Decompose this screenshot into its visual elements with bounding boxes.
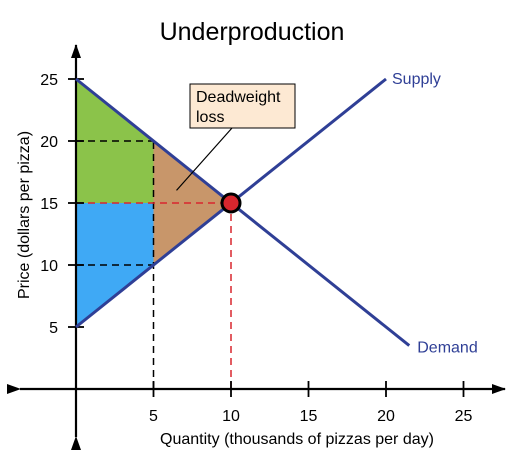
x-tick-label-15: 15 [300,408,318,425]
x-tick-label-20: 20 [377,408,395,425]
y-tick-label-5: 5 [49,320,58,337]
deadweight-loss-region [153,141,231,265]
y-tick-label-10: 10 [40,258,58,275]
annotation-text-line-2: loss [196,109,224,126]
annotation-box [189,83,296,129]
chart-title: Underproduction [160,18,345,46]
x-tick-label-25: 25 [455,408,473,425]
demand-curve [75,77,411,347]
x-axis-label: Quantity (thousands of pizzas per day) [160,431,434,448]
supply-label: Supply [392,71,441,88]
axis-ticks: 5 10 15 20 25 5 10 15 20 25 [40,72,472,425]
annotation-pointer [176,127,233,191]
x-tick-label-10: 10 [222,408,240,425]
equilibrium-point [220,192,242,214]
y-axis-label: Price (dollars per pizza) [16,131,33,299]
annotation-text-line-1: Deadweight [196,89,281,106]
demand-label: Demand [417,340,477,357]
y-tick-label-25: 25 [40,72,58,89]
y-tick-label-20: 20 [40,134,58,151]
y-tick-label-15: 15 [40,196,58,213]
x-tick-label-5: 5 [149,408,158,425]
